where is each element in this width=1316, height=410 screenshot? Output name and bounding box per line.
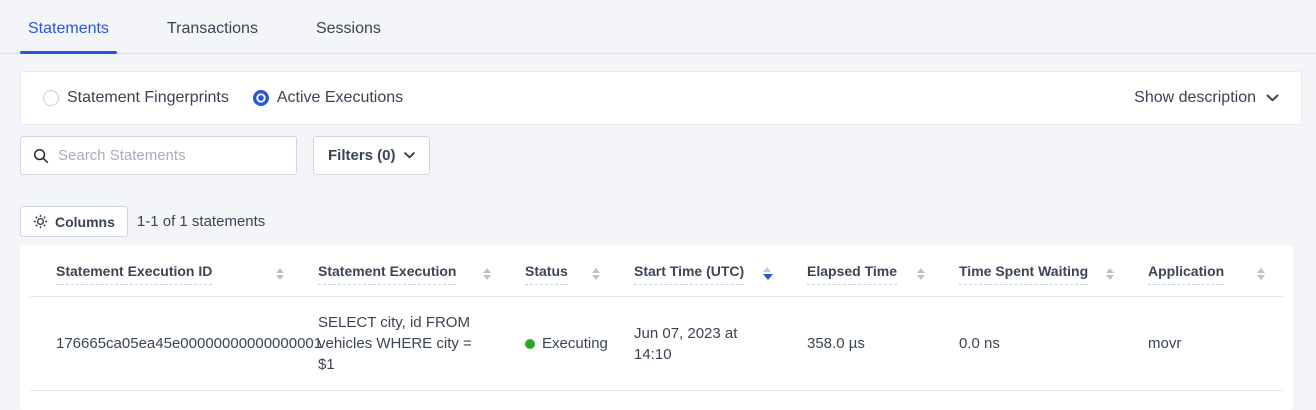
- search-box[interactable]: [20, 136, 297, 175]
- gear-icon: [33, 214, 48, 229]
- filters-button[interactable]: Filters (0): [313, 136, 430, 175]
- filters-label: Filters (0): [328, 147, 396, 164]
- sort-icon[interactable]: [276, 267, 284, 280]
- column-header-statement-execution[interactable]: Statement Execution: [302, 245, 509, 297]
- show-description-toggle[interactable]: Show description: [1134, 89, 1279, 107]
- column-header-application[interactable]: Application: [1132, 245, 1283, 297]
- search-row: Filters (0): [20, 136, 1296, 175]
- column-header-time-spent-waiting[interactable]: Time Spent Waiting: [943, 245, 1132, 297]
- radio-label: Statement Fingerprints: [67, 89, 229, 106]
- cell-status: Executing: [509, 296, 618, 391]
- sort-desc-icon[interactable]: [763, 267, 773, 280]
- cell-execution-id[interactable]: 176665ca05ea45e00000000000000001: [30, 296, 322, 391]
- show-description-label: Show description: [1134, 89, 1256, 106]
- cell-application: movr: [1132, 296, 1283, 391]
- table-header-row: Statement Execution ID Statement Executi…: [30, 245, 1283, 297]
- executing-status-dot-icon: [525, 338, 535, 349]
- sort-icon[interactable]: [592, 267, 600, 280]
- statements-table-panel: Statement Execution ID Statement Executi…: [20, 245, 1293, 410]
- tab-transactions[interactable]: Transactions: [166, 20, 258, 37]
- search-input[interactable]: [58, 147, 284, 164]
- radio-unselected-icon[interactable]: [43, 90, 59, 106]
- statements-table: Statement Execution ID Statement Executi…: [30, 245, 1283, 391]
- tab-statements[interactable]: Statements: [20, 18, 117, 54]
- columns-button[interactable]: Columns: [20, 206, 128, 237]
- column-header-status[interactable]: Status: [509, 245, 618, 297]
- radio-selected-icon[interactable]: [252, 90, 269, 106]
- table-controls-row: Columns 1-1 of 1 statements: [20, 206, 1296, 237]
- columns-label: Columns: [55, 213, 115, 230]
- column-header-elapsed-time[interactable]: Elapsed Time: [791, 245, 943, 297]
- search-icon: [33, 148, 49, 164]
- results-summary: 1-1 of 1 statements: [136, 213, 266, 230]
- sort-icon[interactable]: [483, 267, 491, 280]
- sort-icon[interactable]: [1257, 267, 1265, 280]
- sort-icon[interactable]: [917, 267, 925, 280]
- cell-elapsed-time: 358.0 µs: [791, 296, 943, 391]
- radio-label: Active Executions: [276, 89, 404, 106]
- radio-active-executions[interactable]: Active Executions: [252, 89, 404, 107]
- column-header-statement-execution-id[interactable]: Statement Execution ID: [30, 245, 302, 297]
- chevron-down-icon: [403, 152, 415, 159]
- view-toggle-band: Statement Fingerprints Active Executions…: [20, 71, 1302, 125]
- cell-statement[interactable]: SELECT city, id FROM vehicles WHERE city…: [302, 296, 509, 391]
- table-row[interactable]: 176665ca05ea45e00000000000000001 SELECT …: [30, 296, 1283, 391]
- cell-time-spent-waiting: 0.0 ns: [943, 296, 1132, 391]
- sort-icon[interactable]: [1106, 267, 1114, 280]
- tab-sessions[interactable]: Sessions: [315, 20, 381, 37]
- tab-bar: Statements Transactions Sessions: [0, 0, 1316, 54]
- column-header-start-time[interactable]: Start Time (UTC): [618, 245, 791, 297]
- status-label: Executing: [542, 335, 608, 352]
- chevron-down-icon: [1266, 94, 1279, 102]
- cell-start-time: Jun 07, 2023 at 14:10: [618, 296, 791, 391]
- radio-statement-fingerprints[interactable]: Statement Fingerprints: [43, 89, 229, 107]
